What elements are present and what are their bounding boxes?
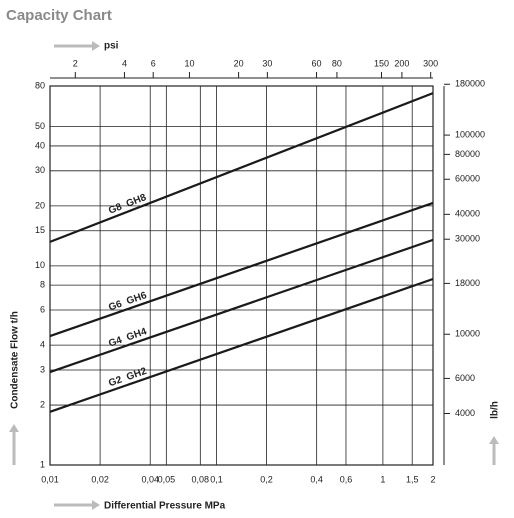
x2-tick-label: 10 — [184, 58, 194, 68]
arrow-head — [92, 41, 100, 51]
chart-title: Capacity Chart — [6, 7, 112, 24]
x2-tick-label: 300 — [423, 58, 438, 68]
arrow-head — [489, 436, 499, 444]
x-tick-label: 0,01 — [41, 474, 59, 484]
y-tick-label: 15 — [35, 225, 45, 235]
y-axis-title: Condensate Flow t/h — [10, 311, 21, 409]
x2-tick-label: 80 — [332, 58, 342, 68]
y-tick-label: 50 — [35, 121, 45, 131]
arrow-head — [9, 424, 19, 432]
x-tick-label: 1,5 — [406, 474, 419, 484]
x2-tick-label: 150 — [374, 58, 389, 68]
y2-tick-label: 30000 — [455, 234, 480, 244]
x-tick-label: 0,05 — [158, 474, 176, 484]
x-tick-label: 0,4 — [310, 474, 323, 484]
x-tick-label: 0,2 — [260, 474, 273, 484]
y2-tick-label: 100000 — [455, 129, 485, 139]
y-tick-label: 10 — [35, 260, 45, 270]
x-tick-label: 0,04 — [141, 474, 159, 484]
x-tick-label: 1 — [380, 474, 385, 484]
x2-tick-label: 6 — [151, 58, 156, 68]
y2-tick-label: 180000 — [455, 79, 485, 89]
x2-axis-title: psi — [104, 41, 119, 52]
series-line — [49, 238, 434, 374]
y2-tick-label: 10000 — [455, 329, 480, 339]
y-tick-label: 8 — [40, 280, 45, 290]
y2-tick-label: 18000 — [455, 278, 480, 288]
x-tick-label: 0,1 — [210, 474, 223, 484]
series-line — [49, 277, 434, 413]
x-tick-label: 0,6 — [340, 474, 353, 484]
x-axis-title: Differential Pressure MPa — [104, 501, 226, 512]
y-tick-label: 30 — [35, 165, 45, 175]
x2-tick-label: 200 — [394, 58, 409, 68]
x-tick-label: 0,02 — [91, 474, 109, 484]
y2-tick-label: 6000 — [455, 373, 475, 383]
x2-tick-label: 30 — [262, 58, 272, 68]
x2-tick-label: 20 — [234, 58, 244, 68]
y-tick-label: 40 — [35, 140, 45, 150]
x-tick-label: 2 — [430, 474, 435, 484]
y-tick-label: 6 — [40, 304, 45, 314]
y2-tick-label: 40000 — [455, 209, 480, 219]
y2-tick-label: 80000 — [455, 149, 480, 159]
plot-frame — [49, 85, 434, 466]
y-tick-label: 3 — [40, 364, 45, 374]
series-line — [49, 201, 434, 338]
x2-tick-label: 4 — [122, 58, 127, 68]
y2-tick-label: 60000 — [455, 174, 480, 184]
y2-tick-label: 4000 — [455, 408, 475, 418]
x2-tick-label: 2 — [73, 58, 78, 68]
x-tick-label: 0,08 — [192, 474, 210, 484]
x2-tick-label: 60 — [312, 58, 322, 68]
series-line — [49, 92, 434, 243]
arrow-head — [92, 500, 100, 510]
y-tick-label: 80 — [35, 80, 45, 90]
y2-axis-title: lb/h — [490, 401, 501, 419]
y-tick-label: 2 — [40, 399, 45, 409]
y-tick-label: 20 — [35, 200, 45, 210]
y-tick-label: 4 — [40, 339, 45, 349]
series-label: G8 GH8 — [107, 192, 148, 217]
y-tick-label: 1 — [40, 459, 45, 469]
